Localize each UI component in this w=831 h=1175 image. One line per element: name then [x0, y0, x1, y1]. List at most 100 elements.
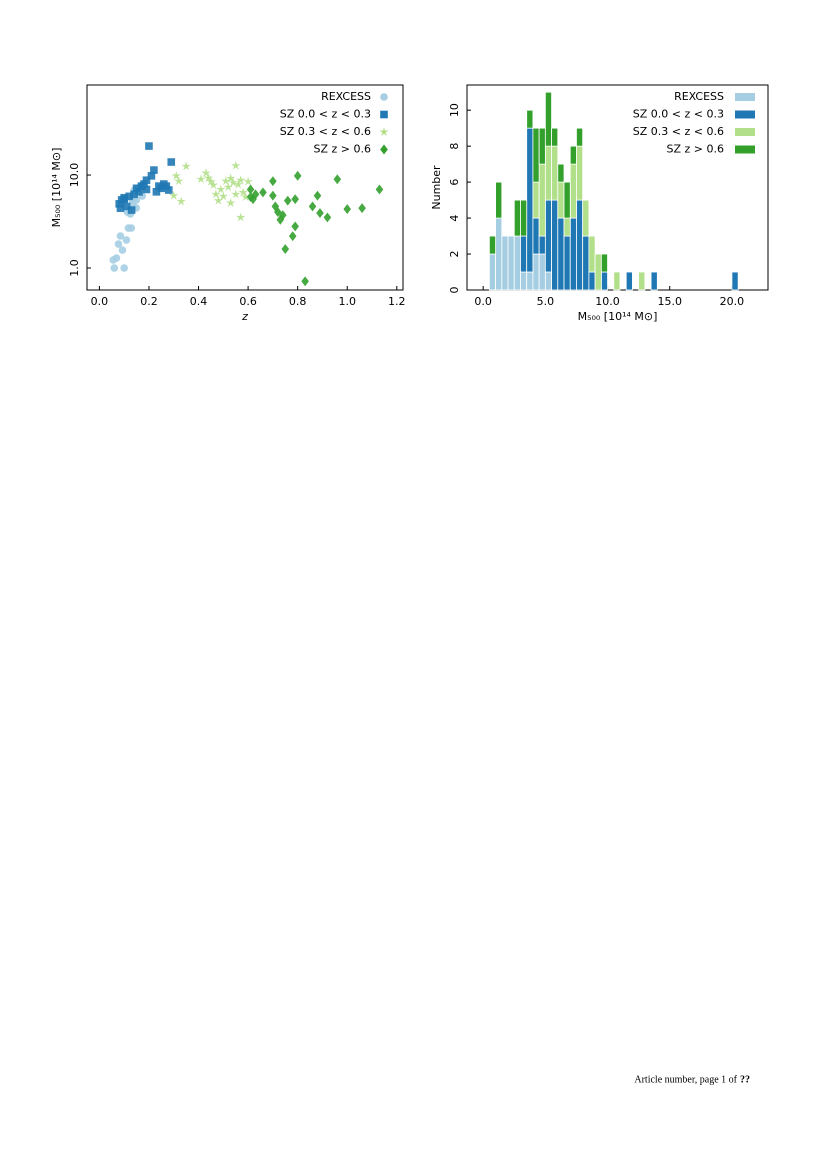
legend-patch — [735, 93, 755, 101]
point — [196, 174, 206, 184]
point — [142, 185, 151, 194]
bar-segment — [569, 217, 577, 291]
point — [169, 190, 179, 200]
bar-segment — [588, 235, 596, 273]
y-tick-label: 0 — [448, 287, 461, 294]
point — [228, 177, 238, 187]
bar-segment — [507, 235, 515, 291]
y-tick-label: 1.0 — [68, 259, 81, 277]
bar-segment — [569, 163, 577, 219]
point — [171, 170, 181, 180]
y-axis-label: Number — [430, 165, 443, 210]
point — [251, 189, 260, 200]
x-tick-label: 5.0 — [537, 295, 555, 308]
point — [293, 170, 302, 181]
legend-marker — [380, 144, 388, 155]
point — [142, 176, 151, 184]
point — [236, 175, 246, 185]
bar-segment — [582, 235, 590, 291]
x-tick-label: 20.0 — [720, 295, 745, 308]
x-tick-label: 0.0 — [474, 295, 492, 308]
x-tick-label: 0.0 — [91, 295, 109, 308]
bar-segment — [613, 271, 621, 291]
legend-label: REXCESS — [321, 90, 371, 103]
bar-segment — [582, 199, 590, 237]
y-tick-label: 2 — [448, 251, 461, 258]
x-tick-label: 0.4 — [190, 295, 208, 308]
legend-label: SZ 0.3 < z < 0.6 — [280, 125, 371, 138]
bar-segment — [600, 271, 608, 291]
point — [120, 195, 128, 203]
point — [291, 194, 299, 205]
bar-segment — [520, 199, 528, 237]
x-axis-label: z — [241, 310, 248, 323]
legend-marker — [380, 110, 388, 119]
point — [110, 264, 119, 272]
point — [233, 179, 243, 189]
x-axis-label: M₅₀₀ [10¹⁴ M⊙] — [578, 310, 658, 323]
point — [333, 174, 342, 185]
point — [343, 204, 352, 215]
point — [157, 184, 166, 193]
point — [203, 173, 214, 182]
x-tick-label: 1.2 — [388, 295, 406, 308]
point — [259, 187, 267, 198]
point — [147, 172, 156, 180]
point — [164, 186, 173, 194]
point — [211, 189, 221, 199]
bar-segment — [488, 235, 497, 255]
bar-segment — [532, 217, 540, 255]
bar-segment — [532, 253, 540, 291]
y-tick-label: 8 — [448, 143, 461, 150]
bar-segment — [563, 235, 571, 291]
point — [125, 192, 133, 201]
bar-segment — [557, 181, 565, 219]
legend-patch — [735, 128, 755, 136]
point — [231, 189, 241, 199]
legend-label: REXCESS — [674, 90, 724, 103]
bar-segment — [576, 199, 584, 291]
footer-ref: ?? — [740, 1074, 750, 1085]
bar-segment — [538, 127, 546, 165]
chart: 0.0 5.0 10.0 15.0 20.0 0 2 4 6 8 10 M₅₀₀ [10¹⁴ M⊙] N… — [430, 84, 769, 323]
bar-segment — [594, 253, 602, 291]
point — [174, 176, 184, 186]
x-tick-label: 0.2 — [140, 295, 158, 308]
point — [160, 180, 168, 188]
point — [206, 176, 216, 186]
legend-patch — [735, 110, 755, 119]
point — [145, 142, 153, 150]
y-tick-label: 6 — [448, 179, 461, 186]
bar-segment — [526, 127, 534, 273]
legend-label: SZ 0.0 < z < 0.3 — [633, 108, 724, 121]
point — [316, 208, 324, 218]
legend-label: SZ 0.0 < z < 0.3 — [280, 108, 371, 121]
point — [150, 166, 158, 174]
bar-segment — [513, 199, 521, 237]
x-tick-label: 0.6 — [239, 295, 257, 308]
point — [271, 201, 280, 212]
point — [283, 195, 292, 206]
y-axis-label: M₅₀₀ [10¹⁴ M⊙] — [50, 148, 63, 228]
point — [216, 184, 226, 194]
point — [114, 240, 123, 248]
point — [201, 168, 211, 178]
legend-patch — [735, 145, 755, 154]
bar-segment — [576, 127, 584, 147]
axes-frame — [86, 84, 404, 291]
legend-marker — [379, 127, 389, 136]
bar-segment — [526, 109, 534, 129]
bar-segment — [551, 145, 559, 201]
bar-segment — [520, 235, 528, 273]
point — [223, 182, 233, 192]
legend-marker — [380, 93, 388, 101]
point — [278, 210, 287, 221]
point — [301, 276, 309, 287]
bar-segment — [538, 163, 546, 237]
point — [246, 184, 255, 195]
y-tick-label: 4 — [448, 215, 461, 222]
bar-segment — [551, 199, 559, 291]
bar-segment — [563, 181, 571, 219]
point — [127, 206, 136, 214]
